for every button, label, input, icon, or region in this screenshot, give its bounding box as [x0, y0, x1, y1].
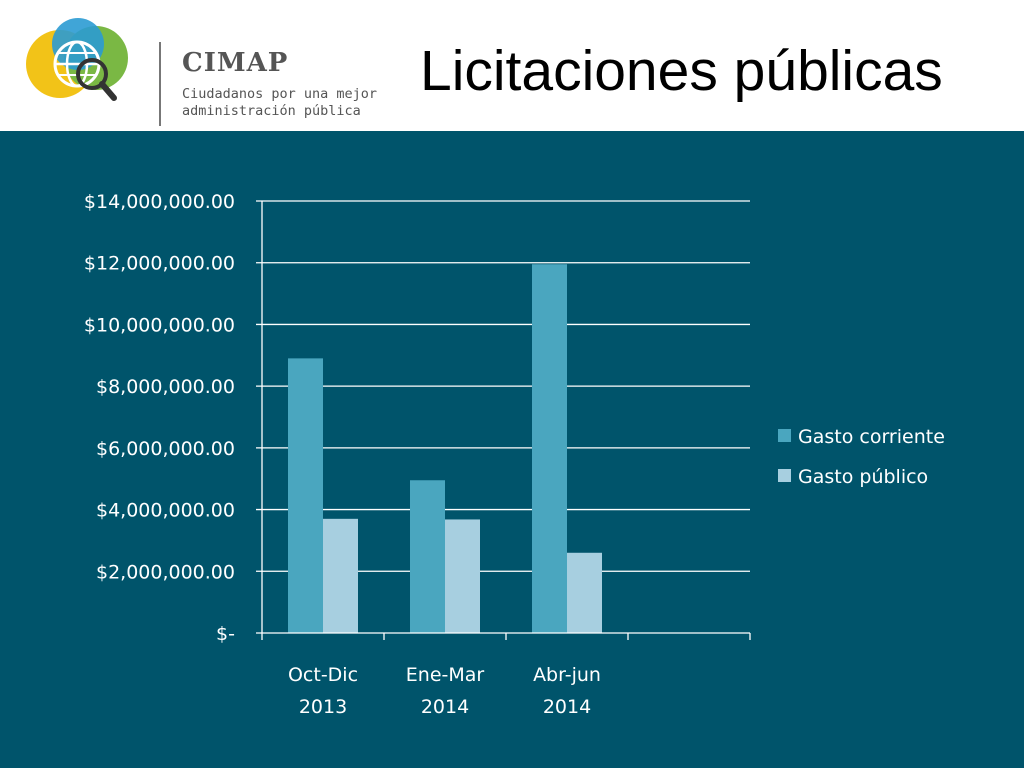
category-label: 2014 [543, 696, 591, 718]
y-tick-label: $6,000,000.00 [96, 438, 235, 460]
logo-divider [159, 42, 161, 126]
category-labels: Oct-Dic 2013 Ene-Mar 2014 Abr-jun 2014 [288, 664, 601, 718]
category-label: Ene-Mar [406, 664, 485, 686]
cimap-logo: CIMAP Ciudadanos por una mejor administr… [22, 18, 382, 126]
y-tick-label: $14,000,000.00 [84, 191, 235, 213]
bar-gasto-corriente [532, 264, 567, 633]
category-label: 2014 [421, 696, 469, 718]
axes [256, 201, 751, 640]
bars [288, 264, 602, 633]
bar-gasto-corriente [288, 358, 323, 633]
logo-name: CIMAP [182, 48, 289, 78]
legend: Gasto corriente Gasto público [778, 426, 945, 488]
logo-tagline-line2: administración pública [182, 103, 361, 119]
logo-tagline-line1: Ciudadanos por una mejor [182, 86, 378, 102]
slide-header: CIMAP Ciudadanos por una mejor administr… [0, 0, 1024, 131]
bar-gasto-corriente [410, 480, 445, 633]
slide-title: Licitaciones públicas [420, 39, 943, 103]
y-tick-label: $12,000,000.00 [84, 253, 235, 275]
legend-swatch [778, 469, 791, 482]
category-label: 2013 [299, 696, 347, 718]
logo-tagline: Ciudadanos por una mejor administración … [182, 86, 412, 120]
bar-gasto-publico [323, 518, 358, 633]
bar-gasto-publico [445, 519, 480, 633]
legend-label: Gasto corriente [798, 426, 945, 448]
y-tick-label: $10,000,000.00 [84, 314, 235, 336]
bar-gasto-publico [567, 552, 602, 633]
legend-swatch [778, 429, 791, 442]
bar-chart: $- $2,000,000.00 $4,000,000.00 $6,000,000.0… [84, 191, 945, 718]
legend-label: Gasto público [798, 466, 928, 488]
y-tick-label: $2,000,000.00 [96, 561, 235, 583]
y-tick-label: $8,000,000.00 [96, 376, 235, 398]
globe-magnifier-icon [26, 18, 128, 101]
category-label: Oct-Dic [288, 664, 358, 686]
y-tick-label: $4,000,000.00 [96, 500, 235, 522]
gridlines [256, 200, 750, 572]
y-tick-label: $- [216, 623, 235, 645]
y-axis-ticks: $- $2,000,000.00 $4,000,000.00 $6,000,000.0… [84, 191, 235, 645]
category-label: Abr-jun [533, 664, 601, 686]
